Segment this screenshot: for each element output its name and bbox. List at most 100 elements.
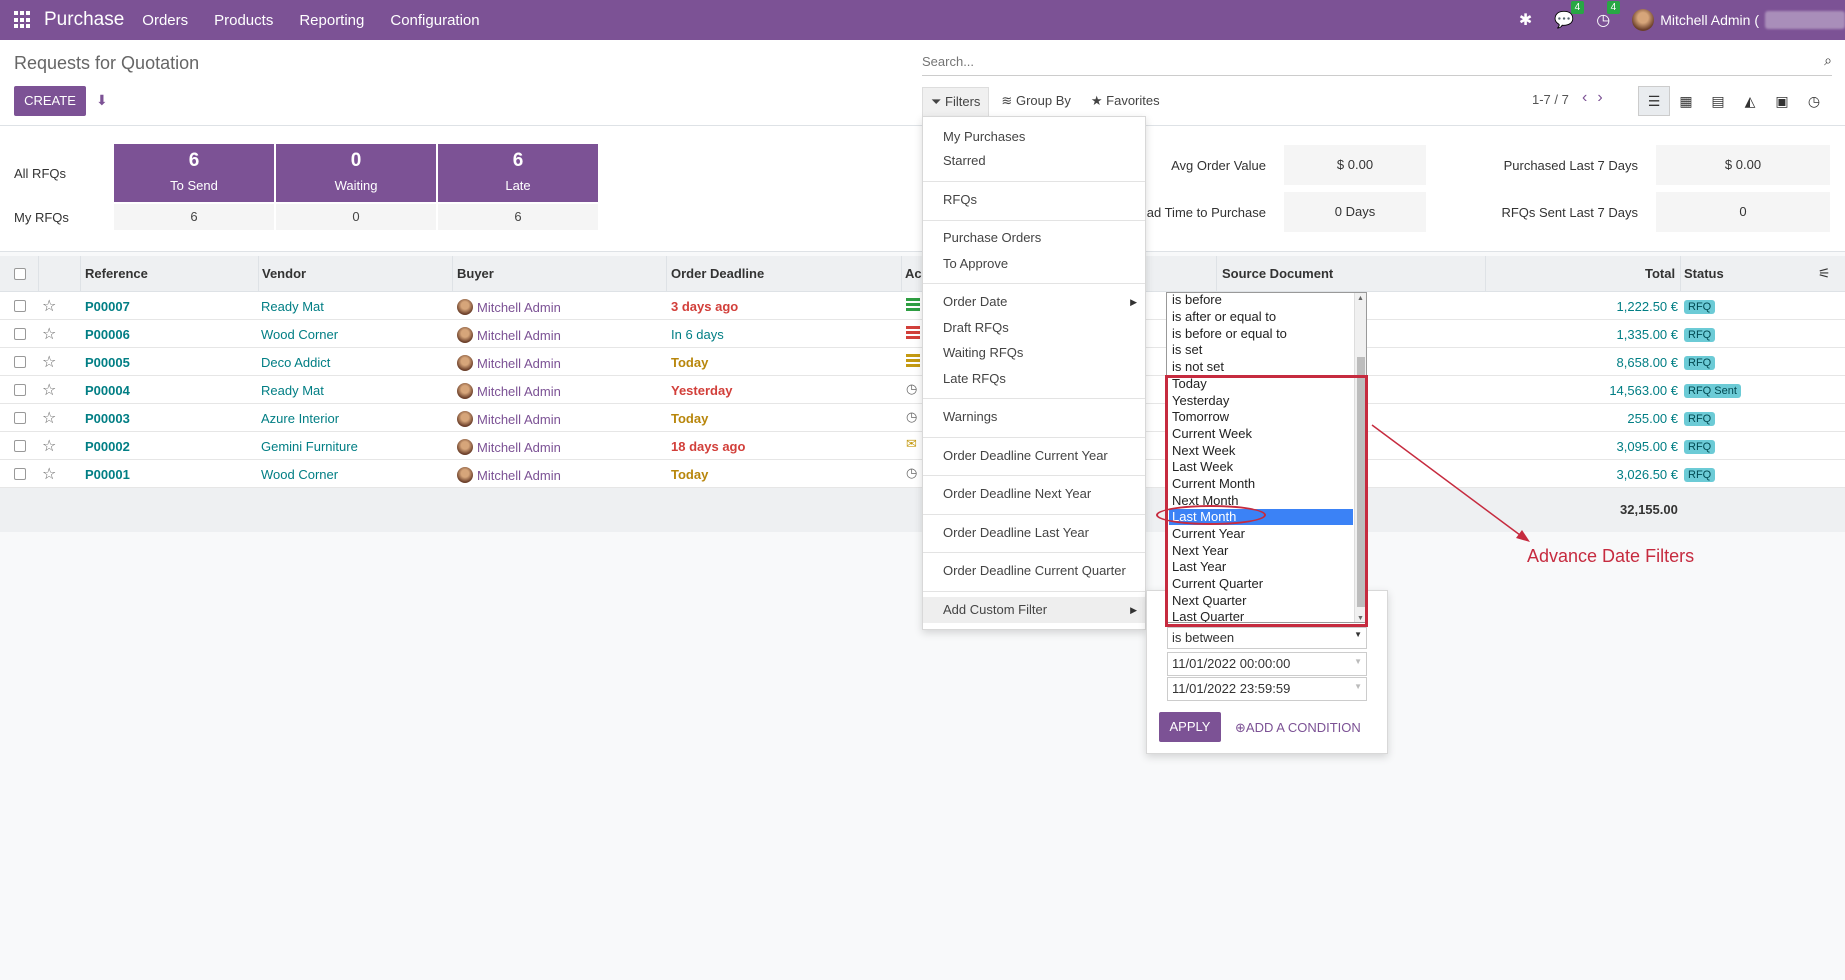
priority-star-icon[interactable]: ☆ xyxy=(42,410,57,427)
option-is-before[interactable]: is before xyxy=(1172,292,1222,307)
option-current-quarter[interactable]: Current Quarter xyxy=(1172,576,1264,591)
filter-deadline-current-year[interactable]: Order Deadline Current Year xyxy=(943,448,1108,463)
activity-clock-icon[interactable]: ◷ xyxy=(906,381,918,396)
apply-button[interactable]: APPLY xyxy=(1159,712,1221,742)
header-source-document[interactable]: Source Document xyxy=(1222,266,1334,281)
priority-star-icon[interactable]: ☆ xyxy=(42,438,57,455)
my-waiting[interactable]: 0 xyxy=(276,204,436,230)
tile-to-send[interactable]: 6 To Send xyxy=(114,144,274,202)
header-status[interactable]: Status xyxy=(1684,266,1724,281)
debug-bug-icon[interactable]: ✱ xyxy=(1518,12,1533,29)
priority-star-icon[interactable]: ☆ xyxy=(42,298,57,315)
row-vendor[interactable]: Wood Corner xyxy=(261,327,339,342)
option-current-week[interactable]: Current Week xyxy=(1172,426,1252,441)
row-checkbox[interactable] xyxy=(14,384,26,396)
activity-upload-icon[interactable] xyxy=(906,354,920,368)
row-vendor[interactable]: Ready Mat xyxy=(261,299,324,314)
filter-draft-rfqs[interactable]: Draft RFQs xyxy=(943,320,1009,335)
row-checkbox[interactable] xyxy=(14,412,26,424)
option-today[interactable]: Today xyxy=(1172,376,1207,391)
scroll-up-icon[interactable]: ▲ xyxy=(1357,295,1364,302)
menu-reporting[interactable]: Reporting xyxy=(299,11,365,29)
date-from-input[interactable]: 11/01/2022 00:00:00 ▼ xyxy=(1167,652,1367,676)
row-vendor[interactable]: Wood Corner xyxy=(261,467,339,482)
user-name[interactable]: Mitchell Admin ( xyxy=(1660,12,1759,28)
add-custom-filter-row[interactable] xyxy=(923,597,1145,623)
scroll-down-icon[interactable]: ▼ xyxy=(1357,615,1364,622)
row-vendor[interactable]: Gemini Furniture xyxy=(261,439,358,454)
activity-email-icon[interactable]: ✉ xyxy=(906,436,917,451)
priority-star-icon[interactable]: ☆ xyxy=(42,326,57,343)
row-checkbox[interactable] xyxy=(14,300,26,312)
filter-starred[interactable]: Starred xyxy=(943,153,986,168)
priority-star-icon[interactable]: ☆ xyxy=(42,466,57,483)
add-custom-filter[interactable]: Add Custom Filter xyxy=(943,602,1048,617)
groupby-toggle[interactable]: ≋ Group By xyxy=(993,87,1078,115)
filter-my-purchases[interactable]: My Purchases xyxy=(943,129,1026,144)
list-view-icon[interactable]: ☰ xyxy=(1638,86,1670,116)
create-button[interactable]: CREATE xyxy=(14,86,86,116)
option-last-year[interactable]: Last Year xyxy=(1172,559,1227,574)
option-is-before-or-equal[interactable]: is before or equal to xyxy=(1172,326,1287,341)
pager-next-icon[interactable]: › xyxy=(1597,89,1613,106)
option-next-year[interactable]: Next Year xyxy=(1172,543,1229,558)
search-input[interactable] xyxy=(922,48,1802,74)
header-total[interactable]: Total xyxy=(1645,266,1676,281)
add-condition-link[interactable]: ⊕ADD A CONDITION xyxy=(1235,720,1361,736)
filter-rfqs[interactable]: RFQs xyxy=(943,192,977,207)
menu-orders[interactable]: Orders xyxy=(142,11,189,29)
optional-columns-icon[interactable]: ⚟ xyxy=(1818,265,1831,281)
option-current-month[interactable]: Current Month xyxy=(1172,476,1256,491)
menu-products[interactable]: Products xyxy=(214,11,274,29)
header-order-deadline[interactable]: Order Deadline xyxy=(671,266,765,281)
my-late[interactable]: 6 xyxy=(438,204,598,230)
filters-toggle[interactable]: ⏷ Filters xyxy=(922,86,990,116)
download-icon[interactable]: ⬇ xyxy=(96,92,108,108)
kanban-view-icon[interactable]: ▦ xyxy=(1679,92,1693,109)
filter-waiting-rfqs[interactable]: Waiting RFQs xyxy=(943,345,1024,360)
header-activities[interactable]: Ac xyxy=(905,266,922,281)
activity-view-icon[interactable]: ◷ xyxy=(1807,92,1821,109)
operator-select[interactable]: is between ▼ xyxy=(1167,627,1367,649)
row-checkbox[interactable] xyxy=(14,440,26,452)
calendar-view-icon[interactable]: ▣ xyxy=(1775,92,1789,109)
header-buyer[interactable]: Buyer xyxy=(457,266,494,281)
row-checkbox[interactable] xyxy=(14,468,26,480)
filter-purchase-orders[interactable]: Purchase Orders xyxy=(943,230,1042,245)
filter-late-rfqs[interactable]: Late RFQs xyxy=(943,371,1006,386)
row-vendor[interactable]: Ready Mat xyxy=(261,383,324,398)
activity-upload-icon[interactable] xyxy=(906,298,920,312)
date-to-input[interactable]: 11/01/2022 23:59:59 ▼ xyxy=(1167,677,1367,701)
activity-clock-icon[interactable]: ◷ xyxy=(906,409,918,424)
pager-value[interactable]: 1-7 / 7 xyxy=(1532,92,1569,107)
option-tomorrow[interactable]: Tomorrow xyxy=(1172,409,1230,424)
filter-deadline-current-quarter[interactable]: Order Deadline Current Quarter xyxy=(943,563,1126,578)
priority-star-icon[interactable]: ☆ xyxy=(42,354,57,371)
option-yesterday[interactable]: Yesterday xyxy=(1172,393,1230,408)
favorites-toggle[interactable]: ★ Favorites xyxy=(1083,87,1168,115)
tile-waiting[interactable]: 0 Waiting xyxy=(276,144,436,202)
graph-view-icon[interactable]: ◭ xyxy=(1744,92,1756,109)
priority-star-icon[interactable]: ☆ xyxy=(42,382,57,399)
option-next-week[interactable]: Next Week xyxy=(1172,443,1236,458)
my-to-send[interactable]: 6 xyxy=(114,204,274,230)
search-icon[interactable]: ⌕ xyxy=(1824,52,1832,68)
activities-clock-icon[interactable]: ◷ 4 xyxy=(1596,1,1621,30)
option-is-set[interactable]: is set xyxy=(1172,342,1203,357)
filter-warnings[interactable]: Warnings xyxy=(943,409,998,424)
row-vendor[interactable]: Azure Interior xyxy=(261,411,340,426)
option-is-not-set[interactable]: is not set xyxy=(1172,359,1225,374)
filter-to-approve[interactable]: To Approve xyxy=(943,256,1009,271)
activity-clock-icon[interactable]: ◷ xyxy=(906,465,918,480)
apps-menu-icon[interactable] xyxy=(14,11,32,29)
option-current-year[interactable]: Current Year xyxy=(1172,526,1245,541)
option-is-after-or-equal[interactable]: is after or equal to xyxy=(1172,309,1277,324)
scrollbar-thumb[interactable] xyxy=(1357,357,1365,607)
tile-late[interactable]: 6 Late xyxy=(438,144,598,202)
header-vendor[interactable]: Vendor xyxy=(262,266,307,281)
app-title[interactable]: Purchase xyxy=(44,9,125,30)
user-avatar[interactable] xyxy=(1632,9,1655,31)
row-checkbox[interactable] xyxy=(14,328,26,340)
filter-deadline-next-year[interactable]: Order Deadline Next Year xyxy=(943,486,1092,501)
option-last-quarter[interactable]: Last Quarter xyxy=(1172,609,1245,623)
